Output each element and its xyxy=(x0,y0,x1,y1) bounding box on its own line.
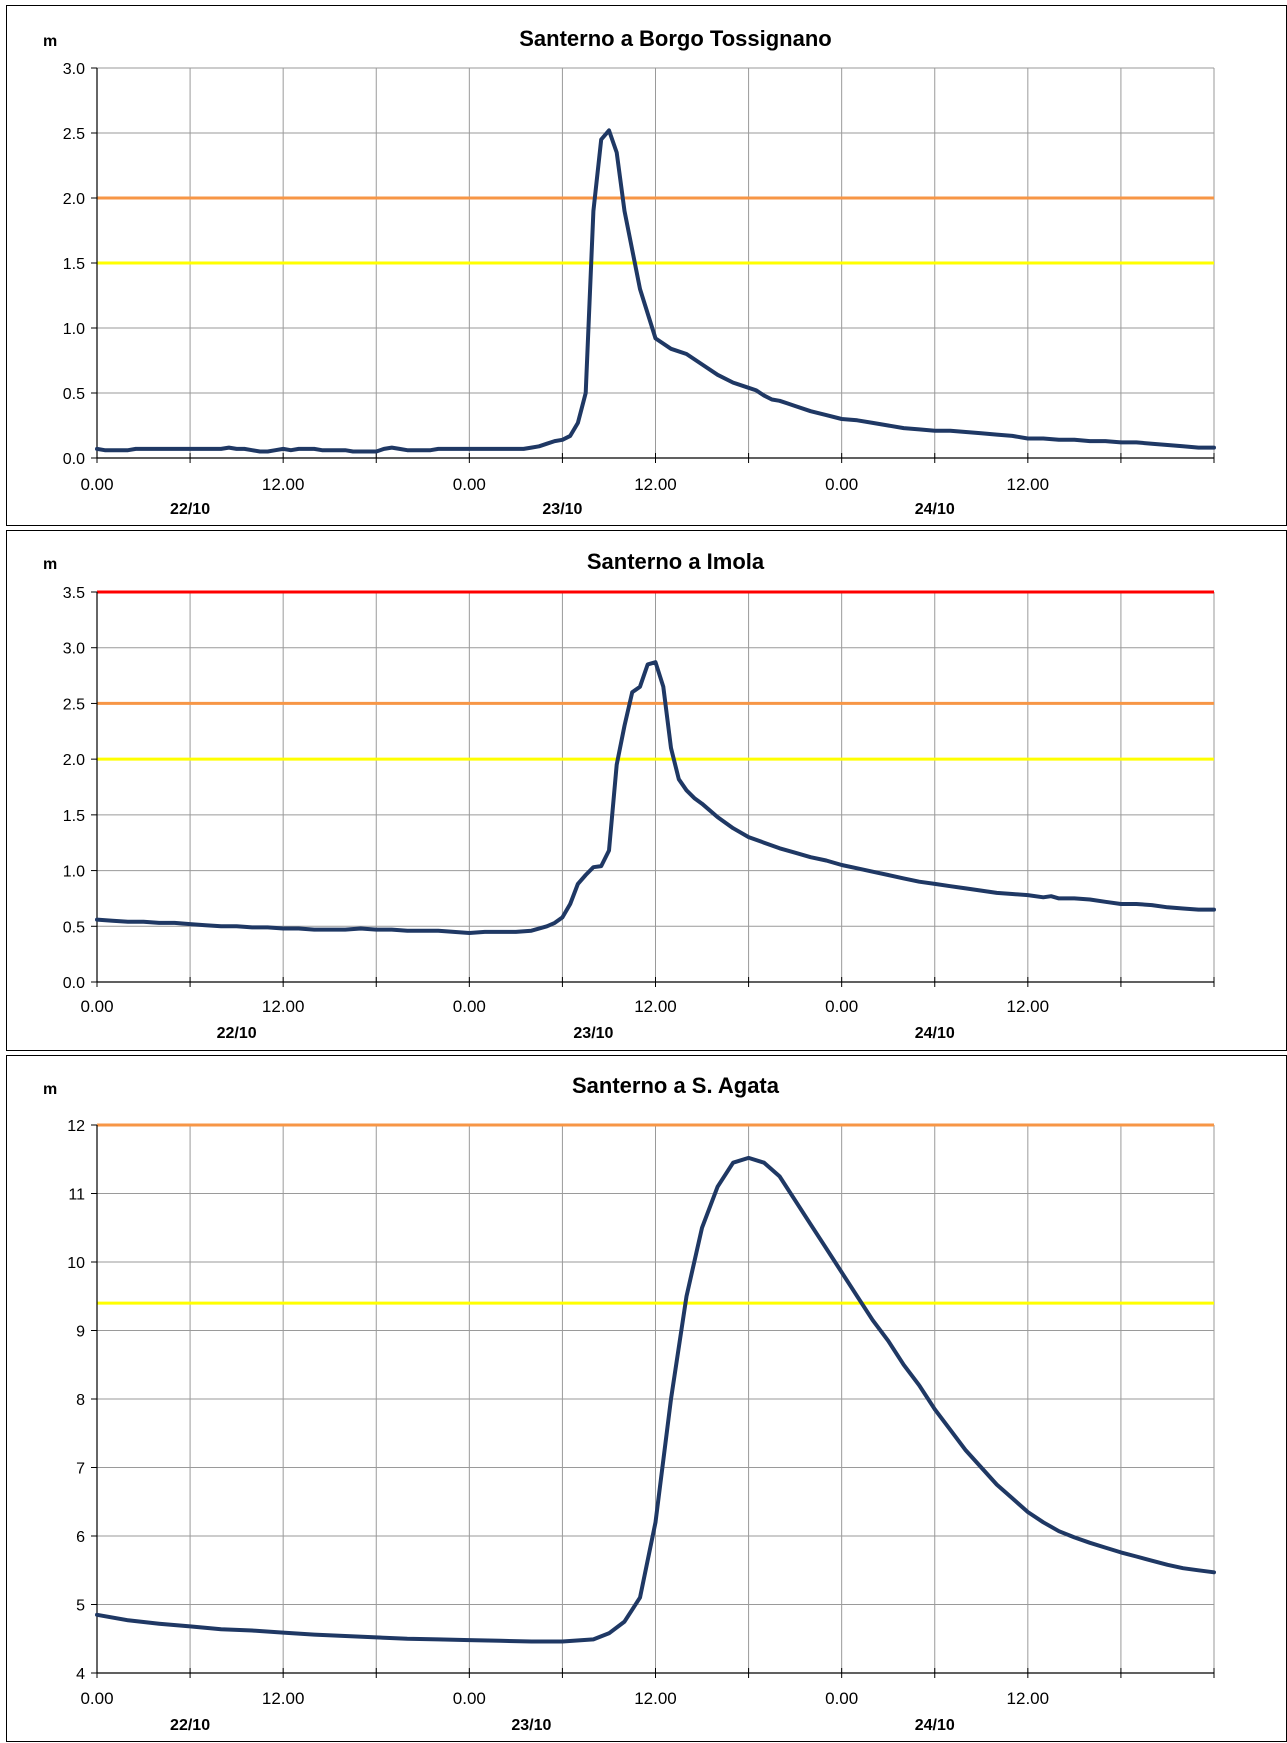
chart-0-ytick-label: 1.5 xyxy=(63,256,85,273)
chart-2-date-label: 24/10 xyxy=(915,1717,955,1734)
chart-2-xtick-label: 12.00 xyxy=(1007,1689,1050,1708)
chart-2-xtick-label: 0.00 xyxy=(80,1689,113,1708)
chart-2-ytick-label: 5 xyxy=(76,1598,85,1615)
chart-0-series-line xyxy=(95,128,1216,454)
chart-2-title: Santerno a S. Agata xyxy=(572,1073,780,1098)
chart-0-ytick-label: 3.0 xyxy=(63,61,85,78)
chart-1-xtick-label: 12.00 xyxy=(634,997,677,1016)
chart-1-xtick-label: 12.00 xyxy=(262,997,305,1016)
chart-2-ytick-label: 12 xyxy=(67,1118,85,1135)
chart-2-y-unit-label: m xyxy=(43,1081,57,1098)
chart-0-xtick-label: 12.00 xyxy=(1007,475,1050,494)
chart-2-xtick-label: 0.00 xyxy=(825,1689,858,1708)
chart-2-ytick-label: 6 xyxy=(76,1529,85,1546)
chart-0-title: Santerno a Borgo Tossignano xyxy=(519,26,832,51)
chart-borgo-tossignano: 0.0 0.5 1.0 1.5 2.0 2.5 3.0 0.00 12.00 0.00 12.00 0… xyxy=(43,26,1216,518)
chart-panel-s-agata: 4 5 6 7 8 9 10 11 12 0.00 12.00 0.00 12.00 0.00 12.00 2… xyxy=(6,1055,1287,1742)
chart-1-date-label: 22/10 xyxy=(217,1025,257,1042)
chart-1-xtick-label: 0.00 xyxy=(825,997,858,1016)
chart-1-xtick-label: 0.00 xyxy=(453,997,486,1016)
chart-1-ytick-label: 3.5 xyxy=(63,585,85,602)
chart-0-xtick-label: 0.00 xyxy=(80,475,113,494)
chart-imola: 0.0 0.5 1.0 1.5 2.0 2.5 3.0 3.5 0.00 12.00 0.00 12.… xyxy=(43,549,1216,1042)
chart-2-series-line xyxy=(95,1155,1216,1644)
chart-0-ytick-label: 2.5 xyxy=(63,126,85,143)
chart-0-xtick-label: 12.00 xyxy=(634,475,677,494)
chart-1-ytick-label: 0.0 xyxy=(63,975,85,992)
chart-1-series-line xyxy=(95,660,1216,935)
chart-1-ytick-label: 2.5 xyxy=(63,696,85,713)
chart-1-date-label: 23/10 xyxy=(573,1025,613,1042)
chart-0-xtick-label: 0.00 xyxy=(825,475,858,494)
chart-1-ytick-label: 1.5 xyxy=(63,808,85,825)
chart-0-y-unit-label: m xyxy=(43,33,57,50)
chart-0-xtick-label: 12.00 xyxy=(262,475,305,494)
chart-2-date-label: 23/10 xyxy=(511,1717,551,1734)
chart-2-ytick-label: 11 xyxy=(68,1187,85,1204)
chart-2-ytick-label: 4 xyxy=(76,1666,85,1683)
chart-2-date-label: 22/10 xyxy=(170,1717,210,1734)
chart-1-ytick-label: 2.0 xyxy=(63,752,85,769)
chart-0-ytick-label: 0.5 xyxy=(63,386,85,403)
chart-1-ytick-label: 3.0 xyxy=(63,641,85,658)
chart-1-ytick-label: 0.5 xyxy=(63,919,85,936)
chart-0-date-label: 24/10 xyxy=(915,501,955,518)
chart-panel-borgo-tossignano: 0.0 0.5 1.0 1.5 2.0 2.5 3.0 0.00 12.00 0.00 12.00 0… xyxy=(6,5,1287,526)
chart-2-ytick-label: 8 xyxy=(76,1392,85,1409)
chart-2-ytick-label: 9 xyxy=(76,1324,85,1341)
chart-1-xtick-label: 12.00 xyxy=(1007,997,1050,1016)
chart-2-ytick-label: 7 xyxy=(76,1461,85,1478)
chart-0-ytick-label: 1.0 xyxy=(63,321,85,338)
chart-0-xtick-label: 0.00 xyxy=(453,475,486,494)
chart-2-xtick-label: 12.00 xyxy=(262,1689,305,1708)
chart-0-ytick-label: 0.0 xyxy=(63,451,85,468)
chart-1-ytick-label: 1.0 xyxy=(63,864,85,881)
chart-0-date-label: 23/10 xyxy=(542,501,582,518)
chart-1-xtick-label: 0.00 xyxy=(80,997,113,1016)
chart-2-ytick-label: 10 xyxy=(67,1255,85,1272)
chart-2-xtick-label: 0.00 xyxy=(453,1689,486,1708)
chart-0-ytick-label: 2.0 xyxy=(63,191,85,208)
chart-s-agata: 4 5 6 7 8 9 10 11 12 0.00 12.00 0.00 12.00 0.00 12.00 2… xyxy=(43,1073,1216,1734)
chart-panel-imola: 0.0 0.5 1.0 1.5 2.0 2.5 3.0 3.5 0.00 12.00 0.00 12.… xyxy=(6,530,1287,1051)
chart-0-date-label: 22/10 xyxy=(170,501,210,518)
chart-2-xtick-label: 12.00 xyxy=(634,1689,677,1708)
chart-1-date-label: 24/10 xyxy=(915,1025,955,1042)
chart-1-title: Santerno a Imola xyxy=(587,549,765,574)
chart-1-y-unit-label: m xyxy=(43,556,57,573)
